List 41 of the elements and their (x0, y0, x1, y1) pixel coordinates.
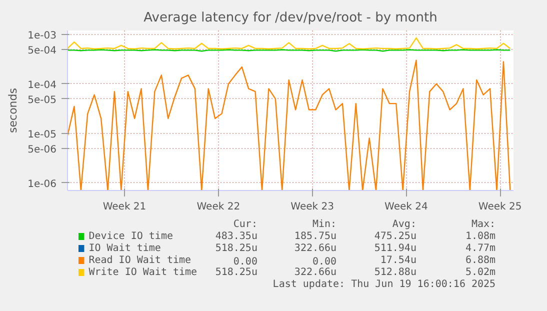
text: 511.94u (374, 243, 416, 254)
text: 322.66u (294, 267, 337, 278)
text: 6.88m (465, 255, 496, 266)
y-tick-label: 1e-04 (28, 80, 57, 91)
x-tick-label: Week 21 (102, 202, 146, 212)
x-tick-label: Week 22 (196, 202, 240, 212)
text: 518.25u (215, 267, 258, 278)
x-tick-label: Week 24 (384, 202, 428, 212)
text: 475.25u (374, 231, 416, 242)
text: 0.00 (312, 256, 337, 268)
text: Avg: (392, 219, 416, 230)
legend-label: Read IO Wait time (88, 255, 192, 266)
x-tick-label: Week 23 (290, 202, 334, 212)
line-series (68, 60, 511, 190)
x-tick-label: Week 25 (478, 202, 522, 212)
y-tick-label: 5e-06 (28, 144, 57, 156)
text: Last update: Thu Jun 19 16:00:16 2025 (272, 279, 496, 290)
y-tick-label: 5e-05 (28, 94, 57, 106)
text: Max: (471, 219, 496, 230)
legend-label: Write IO Wait time (88, 267, 198, 278)
text: 0.00 (233, 256, 258, 268)
text: 322.66u (294, 243, 337, 254)
text: 17.54u (380, 255, 416, 266)
text: 4.77m (465, 243, 496, 254)
legend-label: Device IO time (88, 231, 173, 242)
y-tick-label: 5e-04 (28, 45, 57, 56)
y-tick-label: 1e-06 (28, 178, 57, 190)
text: Cur: (233, 219, 258, 230)
text: 5.02m (465, 267, 496, 278)
text: Min: (312, 219, 337, 230)
text: 1.08m (465, 231, 496, 242)
chart-title: Average latency for /dev/pve/root - by month (144, 10, 438, 26)
y-tick-label: 1e-03 (28, 30, 57, 42)
line-series (68, 37, 511, 50)
legend-label: IO Wait time (88, 243, 161, 254)
y-tick-label: 1e-05 (28, 129, 57, 140)
text: 518.25u (215, 243, 258, 254)
text: 483.35u (215, 231, 258, 242)
text: 512.88u (374, 267, 416, 278)
y-axis-title: seconds (6, 88, 20, 133)
text: 185.75u (294, 231, 337, 242)
